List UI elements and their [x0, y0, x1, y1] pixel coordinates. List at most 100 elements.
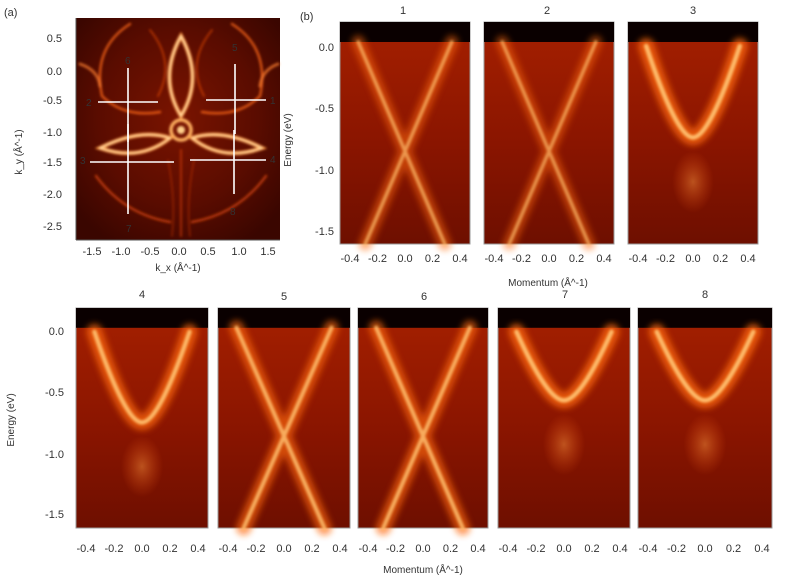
- arpes-panel: -0.4 -0.2 0.0 0.2 0.4: [637, 307, 773, 555]
- arpes-panel: -0.4 -0.2 0.0 0.2 0.4: [217, 307, 351, 555]
- panel-a-yticks: 0.5 0.0 -0.5 -1.0 -1.5 -2.0 -2.5: [43, 33, 62, 233]
- momentum-tick: -0.4: [629, 253, 648, 265]
- band-core: [514, 329, 614, 403]
- energy-tick: 0.0: [49, 326, 64, 338]
- cut-label-6: 6: [125, 56, 131, 67]
- energy-tick: -1.0: [315, 165, 334, 177]
- momentum-tick: 0.4: [754, 543, 769, 555]
- above-fermi-region: [498, 308, 630, 328]
- momentum-tick: 0.4: [190, 543, 205, 555]
- panel-a-xtick: 1.0: [231, 246, 246, 258]
- momentum-tick: -0.4: [499, 543, 518, 555]
- cut-label-1: 1: [270, 96, 276, 107]
- momentum-tick: 0.0: [556, 543, 571, 555]
- lower-cone-blob: [672, 150, 714, 213]
- momentum-ticks: -0.4 -0.2 0.0 0.2 0.4: [359, 543, 486, 555]
- above-fermi-region: [638, 308, 772, 328]
- band-core: [654, 329, 756, 403]
- band-core: [356, 40, 454, 246]
- momentum-tick: -0.2: [247, 543, 266, 555]
- cut-label-8: 8: [230, 207, 236, 218]
- band-core: [374, 325, 472, 531]
- momentum-tick: 0.2: [443, 543, 458, 555]
- momentum-tick: 0.0: [134, 543, 149, 555]
- above-fermi-region: [218, 308, 350, 328]
- panel-a-ytick: -2.0: [43, 189, 62, 201]
- panel-a-ytick: -1.0: [43, 127, 62, 139]
- spectrum-title-3: 3: [690, 5, 696, 17]
- momentum-ticks: -0.4 -0.2 0.0 0.2 0.4: [77, 543, 206, 555]
- spectrum-title-2: 2: [544, 5, 550, 17]
- cut-label-3: 3: [80, 156, 86, 167]
- momentum-tick: 0.0: [685, 253, 700, 265]
- band-core: [234, 325, 334, 531]
- momentum-ticks: -0.4 -0.2 0.0 0.2 0.4: [219, 543, 348, 555]
- top-energy-axis: 0.0 -0.5 -1.0 -1.5 Energy (eV): [283, 42, 334, 238]
- panel-a-xlabel: k_x (Å^-1): [155, 261, 200, 274]
- energy-tick: -0.5: [45, 387, 64, 399]
- momentum-tick: 0.0: [415, 543, 430, 555]
- momentum-ticks: -0.4 -0.2 0.0 0.2 0.4: [499, 543, 628, 555]
- lower-cone-blob: [120, 435, 164, 498]
- band-core: [92, 329, 192, 425]
- momentum-tick: -0.2: [368, 253, 387, 265]
- momentum-tick: 0.0: [697, 543, 712, 555]
- panel-a-xticks: -1.5 -1.0 -0.5 0.0 0.5 1.0 1.5: [83, 246, 276, 258]
- arpes-panel: -0.4 -0.2 0.0 0.2 0.4: [483, 21, 615, 265]
- panel-a-xtick: -0.5: [141, 246, 160, 258]
- momentum-tick: -0.4: [359, 543, 378, 555]
- momentum-tick: 0.2: [425, 253, 440, 265]
- momentum-tick: 0.2: [726, 543, 741, 555]
- momentum-tick: -0.4: [341, 253, 360, 265]
- arpes-panel: -0.4 -0.2 0.0 0.2 0.4: [357, 307, 489, 555]
- momentum-tick: 0.2: [304, 543, 319, 555]
- momentum-tick: -0.4: [77, 543, 96, 555]
- energy-tick: -1.0: [45, 449, 64, 461]
- momentum-tick: 0.4: [332, 543, 347, 555]
- arpes-spectra: -0.4 -0.2 0.0 0.2 0.4 -0.4 -0.2 0.0 0.2 0.4 -0.4 -0…: [75, 21, 773, 555]
- momentum-tick: 0.4: [470, 543, 485, 555]
- lower-cone-blob: [683, 413, 727, 476]
- momentum-tick: -0.2: [667, 543, 686, 555]
- above-fermi-region: [340, 22, 470, 42]
- spectrum-title-4: 4: [139, 289, 145, 301]
- cut-label-4: 4: [270, 155, 276, 166]
- momentum-ticks: -0.4 -0.2 0.0 0.2 0.4: [629, 253, 756, 265]
- panel-a-label: (a): [4, 7, 17, 19]
- panel-b: (b) -0.4 -0.2 0.0 0.2 0.4 -0.4 -0.2 0.0 0.2 0.4 -0…: [6, 5, 773, 576]
- spectrum-title-5: 5: [281, 291, 287, 303]
- momentum-tick: 0.2: [569, 253, 584, 265]
- momentum-tick: -0.2: [105, 543, 124, 555]
- panel-a-ytick: -0.5: [43, 95, 62, 107]
- momentum-tick: -0.2: [656, 253, 675, 265]
- arpes-panel: -0.4 -0.2 0.0 0.2 0.4: [497, 307, 631, 555]
- panel-a-ytick: -2.5: [43, 221, 62, 233]
- momentum-tick: -0.4: [219, 543, 238, 555]
- momentum-tick: 0.2: [713, 253, 728, 265]
- panel-a-xtick: -1.0: [112, 246, 131, 258]
- momentum-tick: 0.2: [162, 543, 177, 555]
- momentum-tick: -0.4: [639, 543, 658, 555]
- cut-label-5: 5: [232, 43, 238, 54]
- top-energy-label: Energy (eV): [283, 113, 294, 166]
- panel-a-ytick: 0.0: [47, 66, 62, 78]
- cut-label-7: 7: [126, 224, 132, 235]
- panel-a-axes: -1.5 -1.0 -0.5 0.0 0.5 1.0 1.5 0.5 0.0 -…: [12, 18, 280, 274]
- spectrum-title-7: 7: [562, 289, 568, 301]
- cut-lines: [90, 64, 266, 214]
- panel-a-xtick: 0.0: [171, 246, 186, 258]
- momentum-tick: -0.4: [485, 253, 504, 265]
- momentum-ticks: -0.4 -0.2 0.0 0.2 0.4: [485, 253, 612, 265]
- cut-label-2: 2: [86, 98, 92, 109]
- band-core: [643, 43, 743, 140]
- momentum-tick: 0.0: [397, 253, 412, 265]
- panel-a-ytick: -1.5: [43, 157, 62, 169]
- momentum-ticks: -0.4 -0.2 0.0 0.2 0.4: [639, 543, 770, 555]
- above-fermi-region: [484, 22, 614, 42]
- momentum-tick: 0.2: [584, 543, 599, 555]
- panel-b-label: (b): [300, 11, 313, 23]
- momentum-tick: 0.4: [596, 253, 611, 265]
- energy-tick: 0.0: [319, 42, 334, 54]
- arpes-panel: -0.4 -0.2 0.0 0.2 0.4: [339, 21, 471, 265]
- bottom-energy-label: Energy (eV): [6, 393, 17, 446]
